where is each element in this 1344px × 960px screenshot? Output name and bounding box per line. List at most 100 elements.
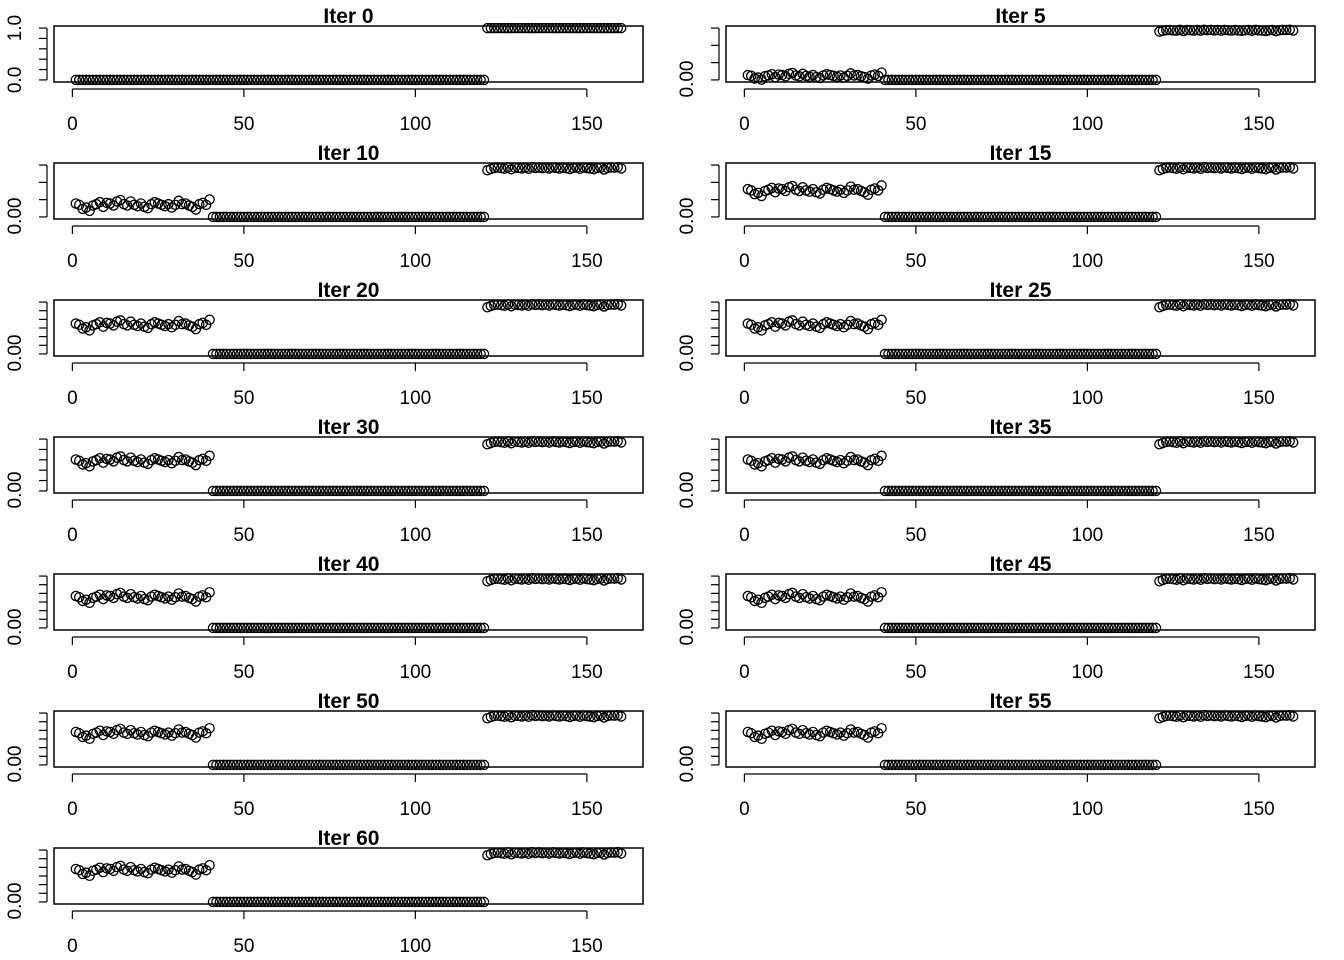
data-point xyxy=(314,211,325,223)
data-point xyxy=(979,211,990,223)
data-point xyxy=(1027,759,1038,771)
data-point xyxy=(1167,299,1179,311)
data-point xyxy=(1126,74,1138,86)
data-point xyxy=(890,211,901,223)
data-point xyxy=(1051,622,1062,634)
data-point xyxy=(567,710,579,722)
data-point xyxy=(975,74,987,86)
data-point xyxy=(276,896,287,908)
data-point xyxy=(475,759,486,771)
data-point xyxy=(1051,74,1062,86)
data-point xyxy=(348,896,359,908)
data-point xyxy=(458,74,469,86)
data-point xyxy=(358,74,370,86)
data-point xyxy=(1027,485,1038,497)
data-point xyxy=(348,622,359,634)
data-point xyxy=(235,759,246,771)
data-point xyxy=(303,211,315,223)
data-point xyxy=(903,348,915,360)
data-point xyxy=(907,348,918,360)
data-point xyxy=(1075,348,1086,360)
data-point xyxy=(430,211,442,223)
data-point xyxy=(286,622,298,634)
data-point xyxy=(1003,348,1014,360)
data-point xyxy=(300,485,311,497)
data-point xyxy=(1027,211,1038,223)
data-point xyxy=(564,22,575,34)
data-point xyxy=(602,847,613,859)
data-point xyxy=(1150,74,1162,86)
data-point xyxy=(1209,25,1220,36)
data-point xyxy=(365,211,377,223)
data-point xyxy=(1239,573,1251,585)
data-point xyxy=(310,74,322,86)
data-point xyxy=(1140,348,1151,360)
panel-title: Iter 25 xyxy=(990,279,1052,302)
data-point xyxy=(389,759,401,771)
data-point xyxy=(375,485,387,497)
data-point xyxy=(365,348,377,360)
data-point xyxy=(1040,211,1052,223)
y-tick-label: 0.00 xyxy=(5,472,26,509)
data-point xyxy=(1229,24,1241,36)
data-point xyxy=(1027,622,1038,634)
data-point xyxy=(468,74,479,86)
data-point xyxy=(1123,485,1134,497)
data-point xyxy=(1088,485,1100,497)
data-point xyxy=(1082,622,1093,634)
data-point xyxy=(437,211,449,223)
data-point xyxy=(283,622,294,634)
data-point xyxy=(835,727,846,738)
data-point xyxy=(382,74,394,86)
data-point xyxy=(1157,25,1169,37)
data-point xyxy=(1071,759,1083,771)
plot-frame xyxy=(725,299,1316,357)
data-point xyxy=(324,485,335,497)
data-point xyxy=(917,211,928,223)
data-point xyxy=(1150,348,1162,360)
data-point xyxy=(1082,485,1093,497)
data-point xyxy=(1006,211,1018,223)
data-point xyxy=(917,622,928,634)
data-point xyxy=(389,211,401,223)
data-point xyxy=(979,759,990,771)
data-point xyxy=(317,74,329,86)
data-point xyxy=(238,74,250,86)
data-point xyxy=(368,348,380,360)
data-point xyxy=(1003,211,1014,223)
data-point xyxy=(358,622,370,634)
data-point xyxy=(430,622,442,634)
data-point xyxy=(745,727,757,739)
data-point xyxy=(293,211,305,223)
data-point xyxy=(567,847,579,859)
data-point xyxy=(104,74,116,86)
data-point xyxy=(893,74,904,86)
x-tick-label: 150 xyxy=(571,799,603,820)
data-point xyxy=(235,211,246,223)
data-point xyxy=(1082,759,1093,771)
data-point xyxy=(420,896,431,908)
data-point xyxy=(1030,348,1042,360)
data-point xyxy=(1071,211,1083,223)
data-point xyxy=(94,74,106,86)
data-point xyxy=(423,759,435,771)
data-point xyxy=(609,162,620,173)
data-point xyxy=(495,162,507,174)
data-point xyxy=(224,485,236,497)
data-point xyxy=(396,485,407,497)
data-point xyxy=(1078,74,1090,86)
data-point xyxy=(780,728,791,740)
y-tick-label: 0.00 xyxy=(677,61,698,98)
data-point xyxy=(403,896,414,908)
data-point xyxy=(770,71,781,83)
data-point xyxy=(787,723,798,735)
data-point xyxy=(1133,74,1145,86)
data-point xyxy=(513,847,524,859)
data-point xyxy=(382,896,394,908)
data-point xyxy=(190,204,202,215)
x-tick-label: 0 xyxy=(739,114,750,135)
data-point xyxy=(773,69,784,80)
data-point xyxy=(300,348,311,360)
